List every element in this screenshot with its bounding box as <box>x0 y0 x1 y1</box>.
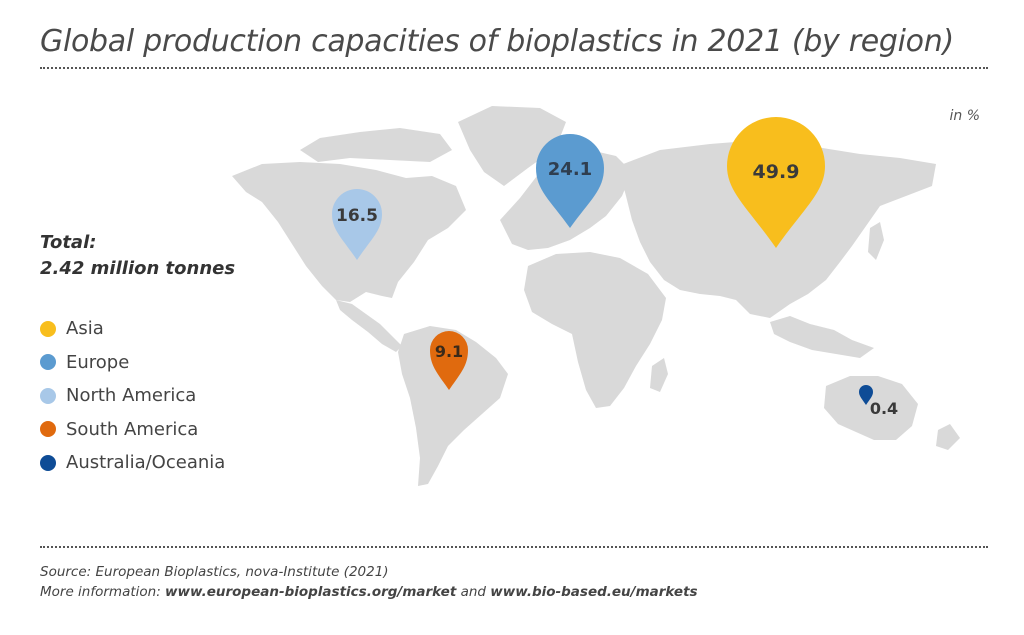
southeast-asia <box>770 316 874 358</box>
title-divider <box>40 67 988 69</box>
source-note: Source: European Bioplastics, nova-Insti… <box>40 562 698 602</box>
footer-divider <box>40 546 988 548</box>
australia <box>824 376 918 440</box>
marker-south-america: 9.1 <box>430 331 468 390</box>
more-info-connector: and <box>456 584 491 600</box>
link-european-bioplastics[interactable]: www.european-bioplastics.org/market <box>165 584 457 600</box>
madagascar <box>650 358 668 392</box>
marker-europe: 24.1 <box>536 134 604 228</box>
legend-item-north-america: North America <box>40 379 225 413</box>
japan <box>868 222 884 260</box>
legend-label-australia-oceania: Australia/Oceania <box>66 452 226 474</box>
legend-item-asia: Asia <box>40 312 225 346</box>
more-info-prefix: More information: <box>40 584 166 600</box>
legend-label-europe: Europe <box>66 351 130 373</box>
legend-item-south-america: South America <box>40 413 225 447</box>
greenland <box>458 106 566 186</box>
total-value: 2.42 million tonnes <box>40 258 236 279</box>
unit-note: in % <box>949 108 980 124</box>
continents <box>232 106 960 486</box>
legend-swatch-australia-oceania <box>40 454 56 471</box>
south-america <box>398 326 508 486</box>
africa <box>524 252 666 408</box>
legend-swatch-south-america <box>40 421 56 438</box>
chart-title: Global production capacities of bioplast… <box>40 24 954 59</box>
canada-arctic-islands <box>300 128 452 162</box>
more-info-line: More information: www.european-bioplasti… <box>40 582 698 602</box>
marker-north-america-label: 16.5 <box>336 206 378 226</box>
legend-label-asia: Asia <box>66 318 104 340</box>
marker-australia-oceania: 0.4 <box>859 385 898 418</box>
source-line: Source: European Bioplastics, nova-Insti… <box>40 564 389 580</box>
legend-swatch-asia <box>40 320 56 337</box>
total-label: Total: <box>40 232 97 253</box>
marker-asia: 49.9 <box>727 117 825 248</box>
legend: Asia Europe North America South America … <box>40 312 225 480</box>
legend-swatch-europe <box>40 354 56 371</box>
marker-australia-oceania-label: 0.4 <box>870 399 898 418</box>
marker-south-america-label: 9.1 <box>435 342 463 361</box>
legend-item-australia-oceania: Australia/Oceania <box>40 446 225 480</box>
legend-swatch-north-america <box>40 387 56 404</box>
legend-label-north-america: North America <box>66 385 197 407</box>
new-zealand <box>936 424 960 450</box>
legend-item-europe: Europe <box>40 346 225 380</box>
marker-north-america: 16.5 <box>332 189 382 260</box>
map-markers: 49.9 24.1 16.5 9.1 0.4 <box>332 117 898 418</box>
marker-europe-label: 24.1 <box>548 159 592 180</box>
total-block: Total: 2.42 million tonnes <box>40 230 235 282</box>
marker-asia-label: 49.9 <box>753 161 800 183</box>
legend-label-south-america: South America <box>66 418 199 440</box>
central-america <box>336 300 402 352</box>
link-bio-based[interactable]: www.bio-based.eu/markets <box>490 584 698 600</box>
